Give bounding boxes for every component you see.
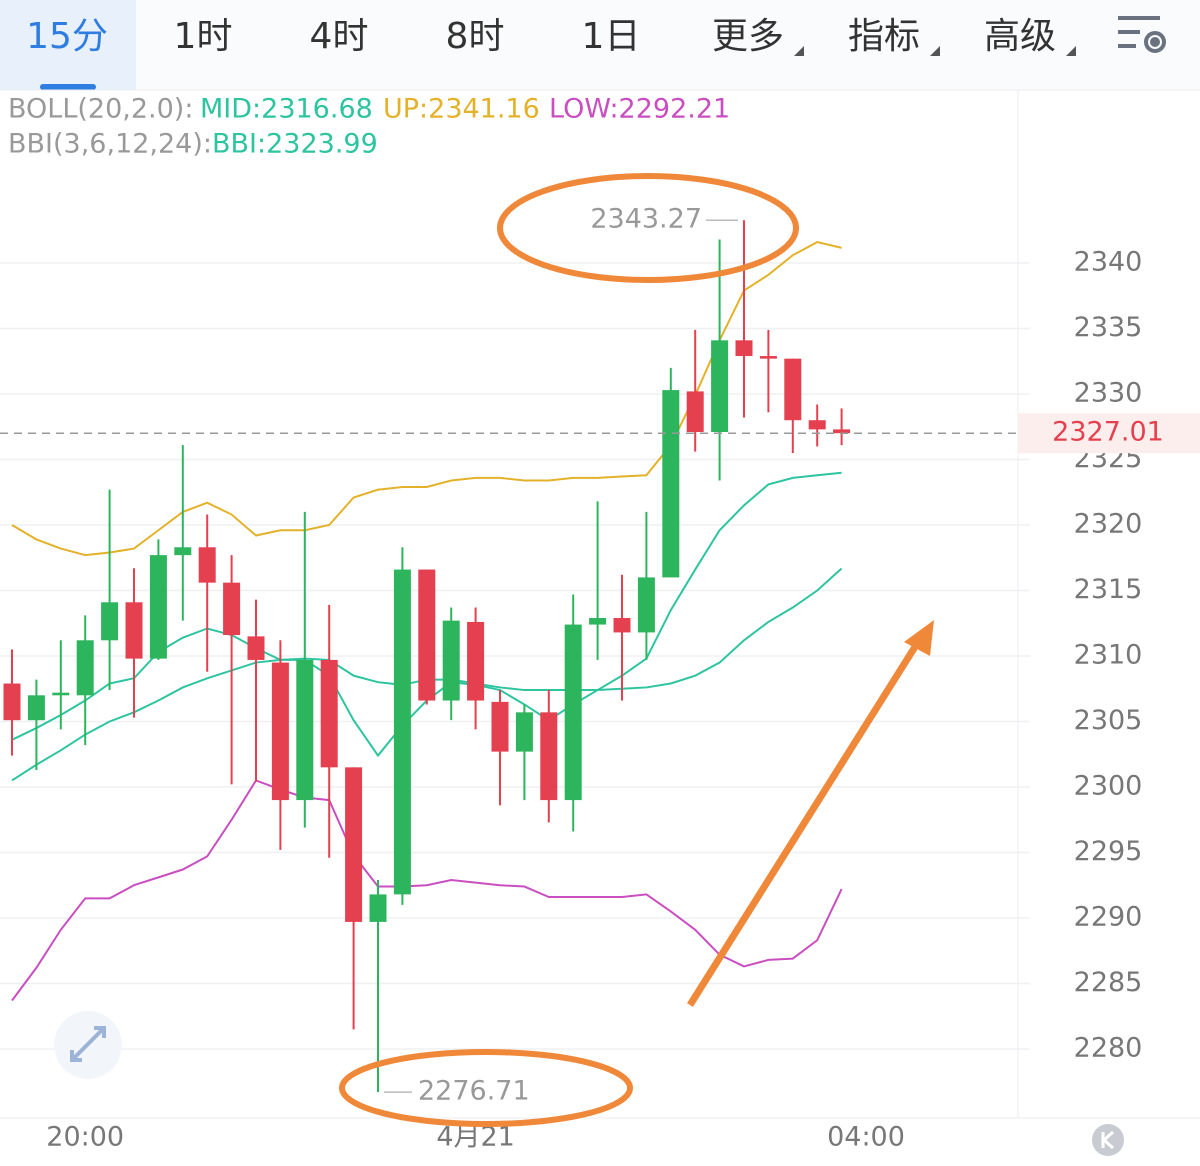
candle-body (735, 340, 753, 357)
legend-entry: LOW:2292.21 (549, 94, 730, 125)
indicator-line (11, 779, 843, 1002)
candle-body (149, 555, 167, 659)
candle-body (540, 712, 558, 801)
candle-body (3, 683, 21, 721)
dropdown-caret (930, 46, 940, 56)
highlight-ellipse (497, 173, 799, 283)
tab[interactable]: 高级 (984, 16, 1056, 57)
trend-arrow (687, 640, 921, 1007)
price-tag: 2327.01 (1052, 417, 1164, 448)
tab[interactable]: 15分 (26, 16, 108, 57)
legend-entry: UP:2341.16 (383, 94, 540, 125)
candle-body (27, 695, 45, 721)
candle-body (174, 547, 192, 556)
candle-body (223, 582, 241, 636)
candle-body (442, 620, 460, 701)
chart: BOLL(20,2.0): MID:2316.68 UP:2341.16 LOW:22… (0, 94, 1200, 1153)
candle-body (345, 767, 363, 922)
tab[interactable]: 4时 (310, 16, 369, 57)
settings-icon[interactable] (1118, 16, 1166, 53)
candle-body (52, 692, 70, 696)
tab[interactable]: 1日 (582, 16, 641, 57)
candle-body (759, 356, 777, 359)
candle-body (125, 602, 143, 659)
candle-body (515, 712, 533, 752)
indicator-line (11, 241, 842, 557)
dropdown-caret (1066, 46, 1076, 56)
k-button[interactable] (1092, 1124, 1124, 1156)
candle-body (808, 420, 826, 430)
y-tick-label: 2300 (1074, 770, 1143, 801)
candle-body (467, 621, 485, 701)
legend-entry: BBI:2323.99 (212, 129, 378, 160)
expand-button[interactable] (54, 1011, 122, 1079)
candle-body (833, 429, 851, 434)
tab-selected-bg (0, 0, 136, 90)
legend-entry: BOLL(20,2.0): (8, 94, 193, 125)
candle-body (491, 701, 509, 752)
tab-bar (0, 0, 1200, 90)
dropdown-caret (794, 46, 804, 56)
trend-arrow-head (904, 620, 934, 656)
candle-body (418, 569, 436, 701)
candle-body (296, 659, 314, 801)
highlight-ellipse (339, 1049, 633, 1127)
candle-body (271, 662, 289, 801)
max-annotation: 2343.27 (590, 204, 702, 235)
min-annotation: 2276.71 (418, 1076, 530, 1107)
y-tick-label: 2330 (1074, 378, 1143, 409)
candle-body (76, 640, 94, 696)
candle-body (613, 618, 631, 633)
y-tick-label: 2305 (1074, 705, 1143, 736)
candle-body (320, 659, 338, 768)
tabs: 15分 1时 4时 8时 1日 更多 指标 高级 (26, 16, 1076, 57)
legend-entry: BBI(3,6,12,24): (8, 129, 212, 160)
y-tick-label: 2335 (1074, 312, 1143, 343)
candle-body (198, 547, 216, 583)
candle-body (247, 636, 265, 660)
tab[interactable]: 更多 (712, 16, 784, 57)
candle-body (589, 618, 607, 625)
y-tick-label: 2340 (1074, 247, 1143, 278)
candle-body (564, 624, 582, 801)
tab[interactable]: 8时 (446, 16, 505, 57)
candle-body (393, 569, 411, 895)
y-tick-label: 2285 (1074, 967, 1143, 998)
y-tick-label: 2315 (1074, 574, 1143, 605)
tab-indicator (40, 84, 96, 90)
candle-body (686, 391, 704, 433)
y-tick-label: 2320 (1074, 509, 1143, 540)
x-tick-label: 20:00 (46, 1122, 124, 1153)
price-tag-bg (1018, 413, 1200, 454)
y-tick-label: 2310 (1074, 640, 1143, 671)
candle-body (637, 577, 655, 633)
tab[interactable]: 指标 (848, 16, 920, 57)
x-tick-label: 04:00 (827, 1122, 905, 1153)
tab[interactable]: 1时 (174, 16, 233, 57)
candle-body (369, 894, 387, 922)
candle-body (101, 602, 119, 641)
y-tick-label: 2280 (1074, 1032, 1143, 1063)
y-tick-label: 2290 (1074, 901, 1143, 932)
candle-body (784, 358, 802, 421)
legend-entry: MID:2316.68 (200, 94, 373, 125)
candle-body (711, 340, 729, 433)
candle-body (662, 390, 680, 578)
y-tick-label: 2295 (1074, 836, 1143, 867)
